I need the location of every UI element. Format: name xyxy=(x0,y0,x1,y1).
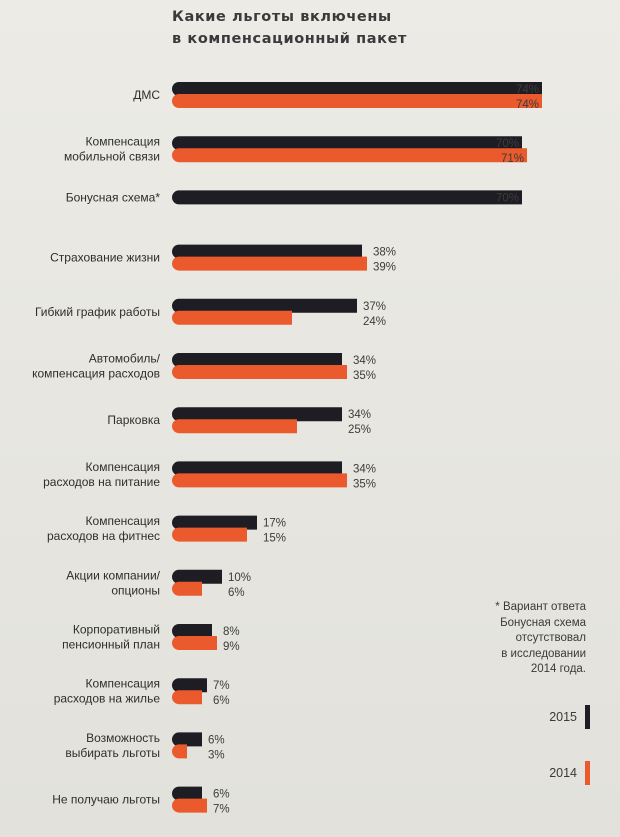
category-label: Акции компании/опционы xyxy=(66,568,160,597)
value-label-2014: 71% xyxy=(501,153,524,165)
bar-2014 xyxy=(172,94,542,108)
value-label-2014: 39% xyxy=(373,262,396,274)
bar-2015 xyxy=(172,678,207,693)
bar-2015 xyxy=(172,515,257,530)
bar-2014 xyxy=(172,581,202,596)
legend-swatch-2014 xyxy=(585,761,590,785)
category-label: Гибкий график работы xyxy=(35,305,160,319)
value-label-2014: 7% xyxy=(213,804,230,816)
value-label-2014: 15% xyxy=(263,533,286,545)
category-label: Не получаю льготы xyxy=(52,793,160,807)
bar-2014 xyxy=(172,419,297,434)
legend-label-2015: 2015 xyxy=(549,710,577,724)
value-label-2015: 70% xyxy=(496,192,519,204)
bar-2015 xyxy=(172,624,212,638)
value-label-2014: 6% xyxy=(228,587,245,599)
value-label-2015: 34% xyxy=(353,355,376,367)
value-label-2014: 35% xyxy=(353,370,376,382)
value-label-2015: 8% xyxy=(223,626,240,638)
category-label: Компенсация расходов на жилье xyxy=(54,677,161,706)
chart-title-line-1: Какие льготы включены xyxy=(172,9,392,25)
legend-item-2015: 2015 xyxy=(520,704,590,730)
bar-2015 xyxy=(172,786,202,801)
value-label-2015: 17% xyxy=(263,518,286,530)
bar-2015 xyxy=(172,407,342,422)
bar-2015 xyxy=(172,298,357,313)
bar-2014 xyxy=(172,310,292,325)
category-label: Возможность выбирать льготы xyxy=(65,731,160,760)
value-label-2014: 35% xyxy=(353,478,376,490)
bar-2014 xyxy=(172,636,217,650)
category-label: Парковка xyxy=(107,413,160,427)
value-label-2014: 25% xyxy=(348,424,371,436)
footnote: * Вариант ответа Бонусная схема отсутств… xyxy=(458,600,586,678)
bar-2014 xyxy=(172,798,207,813)
bar-2014 xyxy=(172,148,528,163)
bar-2015 xyxy=(172,569,222,584)
value-label-2014: 3% xyxy=(208,749,225,761)
value-label-2014: 24% xyxy=(363,316,386,328)
bar-2015 xyxy=(172,244,362,259)
value-label-2015: 38% xyxy=(373,247,396,259)
value-label-2014: 6% xyxy=(213,695,230,707)
footnote-line: 2014 года. xyxy=(530,663,586,675)
value-label-2015: 70% xyxy=(496,138,519,150)
bar-2014 xyxy=(172,256,367,271)
category-label: Компенсация расходов на питание xyxy=(43,460,160,489)
bar-2014 xyxy=(172,744,187,759)
footnote-line: * Вариант ответа xyxy=(495,601,586,613)
value-label-2015: 37% xyxy=(363,301,386,313)
value-label-2015: 74% xyxy=(516,84,539,96)
value-label-2015: 10% xyxy=(228,572,251,584)
category-label: Автомобиль/компенсация расходов xyxy=(32,352,161,381)
category-label: Компенсация мобильной связи xyxy=(64,135,160,164)
value-label-2015: 6% xyxy=(208,734,225,746)
bar-2015 xyxy=(172,190,523,205)
bar-2015 xyxy=(172,82,542,96)
bar-2015 xyxy=(172,136,523,151)
legend-swatch-2015 xyxy=(585,705,590,729)
bar-2014 xyxy=(172,473,347,488)
bar-2015 xyxy=(172,732,202,747)
bar-2014 xyxy=(172,690,202,705)
value-label-2015: 7% xyxy=(213,680,230,692)
bar-2015 xyxy=(172,353,342,367)
value-label-2014: 74% xyxy=(516,99,539,111)
category-label: Бонусная схема* xyxy=(66,190,161,204)
legend-item-2014: 2014 xyxy=(520,760,590,786)
bar-2014 xyxy=(172,365,347,379)
value-label-2014: 9% xyxy=(223,641,240,653)
category-label: Корпоративный пенсионный план xyxy=(62,623,160,652)
category-label: Страхование жизни xyxy=(50,251,160,265)
category-label: ДМС xyxy=(133,88,160,102)
legend-label-2014: 2014 xyxy=(549,766,577,780)
footnote-line: отсутствовал xyxy=(515,632,586,644)
footnote-line: в исследовании xyxy=(501,647,586,660)
category-label: Компенсация расходов на фитнес xyxy=(47,514,160,543)
bar-2014 xyxy=(172,527,247,542)
value-label-2015: 34% xyxy=(353,463,376,475)
bar-2015 xyxy=(172,461,342,476)
chart-title-line-2: в компенсационный пакет xyxy=(172,31,408,47)
footnote-line: Бонусная схема xyxy=(500,616,586,629)
value-label-2015: 6% xyxy=(213,789,230,801)
value-label-2015: 34% xyxy=(348,409,371,421)
chart-title: Какие льготы включены в компенсационный … xyxy=(172,6,472,50)
